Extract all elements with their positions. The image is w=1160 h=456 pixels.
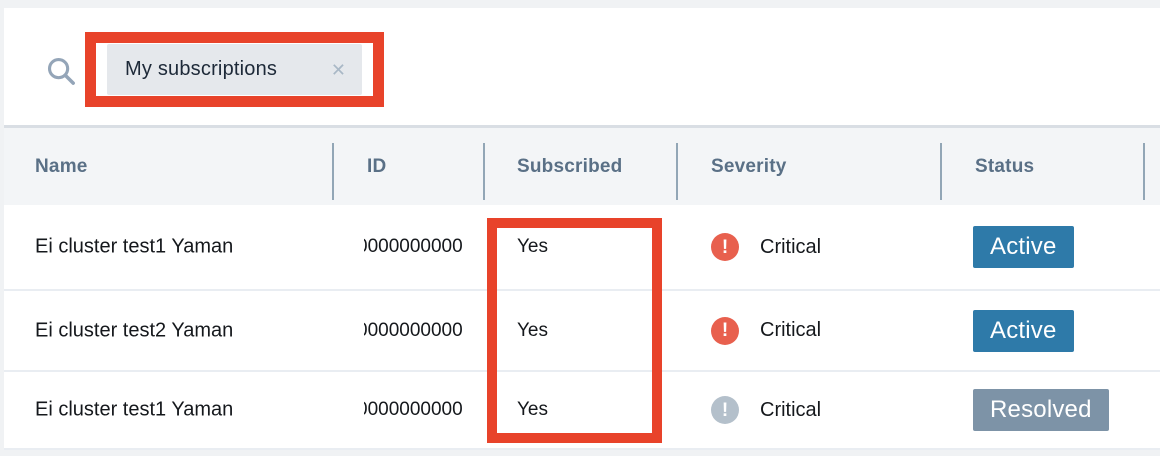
cell-name: Ei cluster test1 Yaman <box>35 398 234 421</box>
search-bar[interactable]: My subscriptions ✕ <box>4 8 1160 125</box>
cell-status: Active <box>973 309 1074 352</box>
search-icon <box>44 54 78 88</box>
panel-divider <box>4 125 1160 128</box>
page-left-gutter <box>0 0 4 456</box>
status-badge: Active <box>973 309 1074 352</box>
cell-severity: ! Critical <box>711 316 822 345</box>
critical-alert-icon: ! <box>711 316 739 345</box>
table-row[interactable]: Ei cluster test1 Yaman 0000000000 Yes ! … <box>4 372 1160 450</box>
filter-chip-label: My subscriptions <box>125 58 278 80</box>
severity-label: Critical <box>760 398 822 421</box>
cell-id: 0000000000 <box>364 399 462 421</box>
cell-name: Ei cluster test1 Yaman <box>35 235 234 258</box>
chip-close-icon[interactable]: ✕ <box>330 59 346 80</box>
critical-alert-icon: ! <box>711 233 739 261</box>
id-value: 0000000000 <box>364 399 462 420</box>
filter-chip-my-subscriptions[interactable]: My subscriptions ✕ <box>107 44 362 95</box>
severity-label: Critical <box>760 235 822 258</box>
severity-label: Critical <box>760 319 822 341</box>
cell-severity: ! Critical <box>711 396 821 424</box>
cell-subscribed: Yes <box>517 319 548 341</box>
id-value: 0000000000 <box>364 319 462 341</box>
cell-status: Resolved <box>973 389 1109 431</box>
column-header-status: Status <box>975 156 1035 177</box>
column-divider <box>676 143 678 200</box>
cell-subscribed: Yes <box>517 399 548 420</box>
column-divider <box>940 143 942 200</box>
column-header-subscribed: Subscribed <box>517 156 623 177</box>
column-divider <box>483 143 485 200</box>
cell-id: 0000000000 <box>364 236 462 258</box>
cell-name: Ei cluster test2 Yaman <box>35 319 234 341</box>
id-value: 0000000000 <box>364 236 462 257</box>
status-badge: Resolved <box>973 389 1109 431</box>
cell-severity: ! Critical <box>711 233 821 261</box>
resolved-alert-icon: ! <box>711 396 739 424</box>
table-header: Name ID Subscribed Severity Status <box>4 128 1160 205</box>
cell-id: 0000000000 <box>364 320 462 342</box>
table-body: Ei cluster test1 Yaman 0000000000 Yes ! … <box>4 205 1160 450</box>
table-row[interactable]: Ei cluster test1 Yaman 0000000000 Yes ! … <box>4 205 1160 291</box>
status-badge: Active <box>973 226 1074 268</box>
column-header-id: ID <box>367 156 387 177</box>
table-row[interactable]: Ei cluster test2 Yaman 0000000000 Yes ! … <box>4 291 1160 372</box>
cell-status: Active <box>973 226 1074 268</box>
cell-subscribed: Yes <box>517 236 548 257</box>
column-divider <box>1143 143 1145 200</box>
column-header-severity: Severity <box>711 156 787 177</box>
column-header-name: Name <box>35 156 88 177</box>
column-divider <box>332 143 334 200</box>
